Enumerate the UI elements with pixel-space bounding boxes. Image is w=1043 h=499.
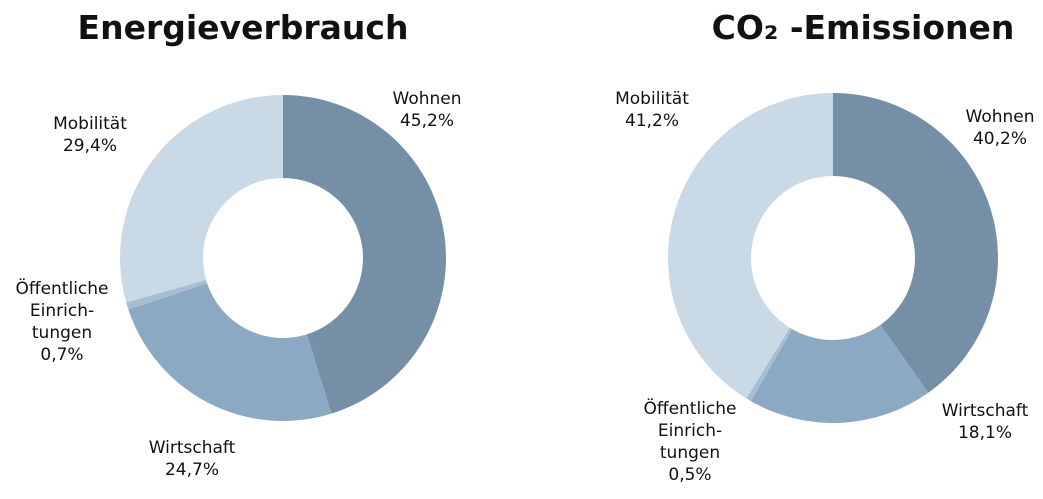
slice-label: Wohnen 45,2% — [393, 88, 462, 132]
category-label: Mobilität — [53, 114, 127, 134]
slice-label: Wirtschaft 24,7% — [149, 437, 236, 481]
donut-segment — [667, 93, 833, 399]
value-label: 45,2% — [399, 111, 454, 131]
slice-label: Mobilität 29,4% — [53, 113, 127, 157]
donut-segment — [120, 95, 283, 303]
value-label: 29,4% — [62, 136, 117, 156]
category-label: Wohnen — [392, 89, 462, 109]
value-label: 41,2% — [624, 111, 679, 131]
value-label: 40,2% — [972, 129, 1027, 149]
donut-segment — [128, 283, 332, 421]
category-label: Wirtschaft — [148, 438, 236, 458]
chart-title: CO₂ -Emissionen — [711, 8, 1015, 47]
category-label: Wohnen — [965, 107, 1035, 127]
category-label: Öffentliche Einrich- tungen — [15, 279, 109, 343]
slice-label: Öffentliche Einrich- tungen 0,7% — [15, 278, 108, 366]
slice-label: Wohnen 40,2% — [966, 106, 1035, 150]
value-label: 18,1% — [957, 423, 1012, 443]
value-label: 0,7% — [40, 345, 84, 365]
category-label: Wirtschaft — [941, 401, 1029, 421]
value-label: 24,7% — [164, 460, 219, 480]
chart-title: Energieverbrauch — [77, 8, 409, 47]
category-label: Öffentliche Einrich- tungen — [643, 399, 737, 463]
slice-label: Wirtschaft 18,1% — [942, 400, 1029, 444]
donut-segment — [750, 324, 929, 423]
value-label: 0,5% — [668, 465, 712, 485]
slice-label: Mobilität 41,2% — [615, 88, 689, 132]
donut-segment — [283, 95, 446, 414]
slice-label: Öffentliche Einrich- tungen 0,5% — [643, 398, 736, 486]
donut-segment — [746, 327, 793, 402]
donut-segment — [126, 279, 208, 310]
category-label: Mobilität — [615, 89, 689, 109]
donut-segment — [833, 93, 998, 393]
